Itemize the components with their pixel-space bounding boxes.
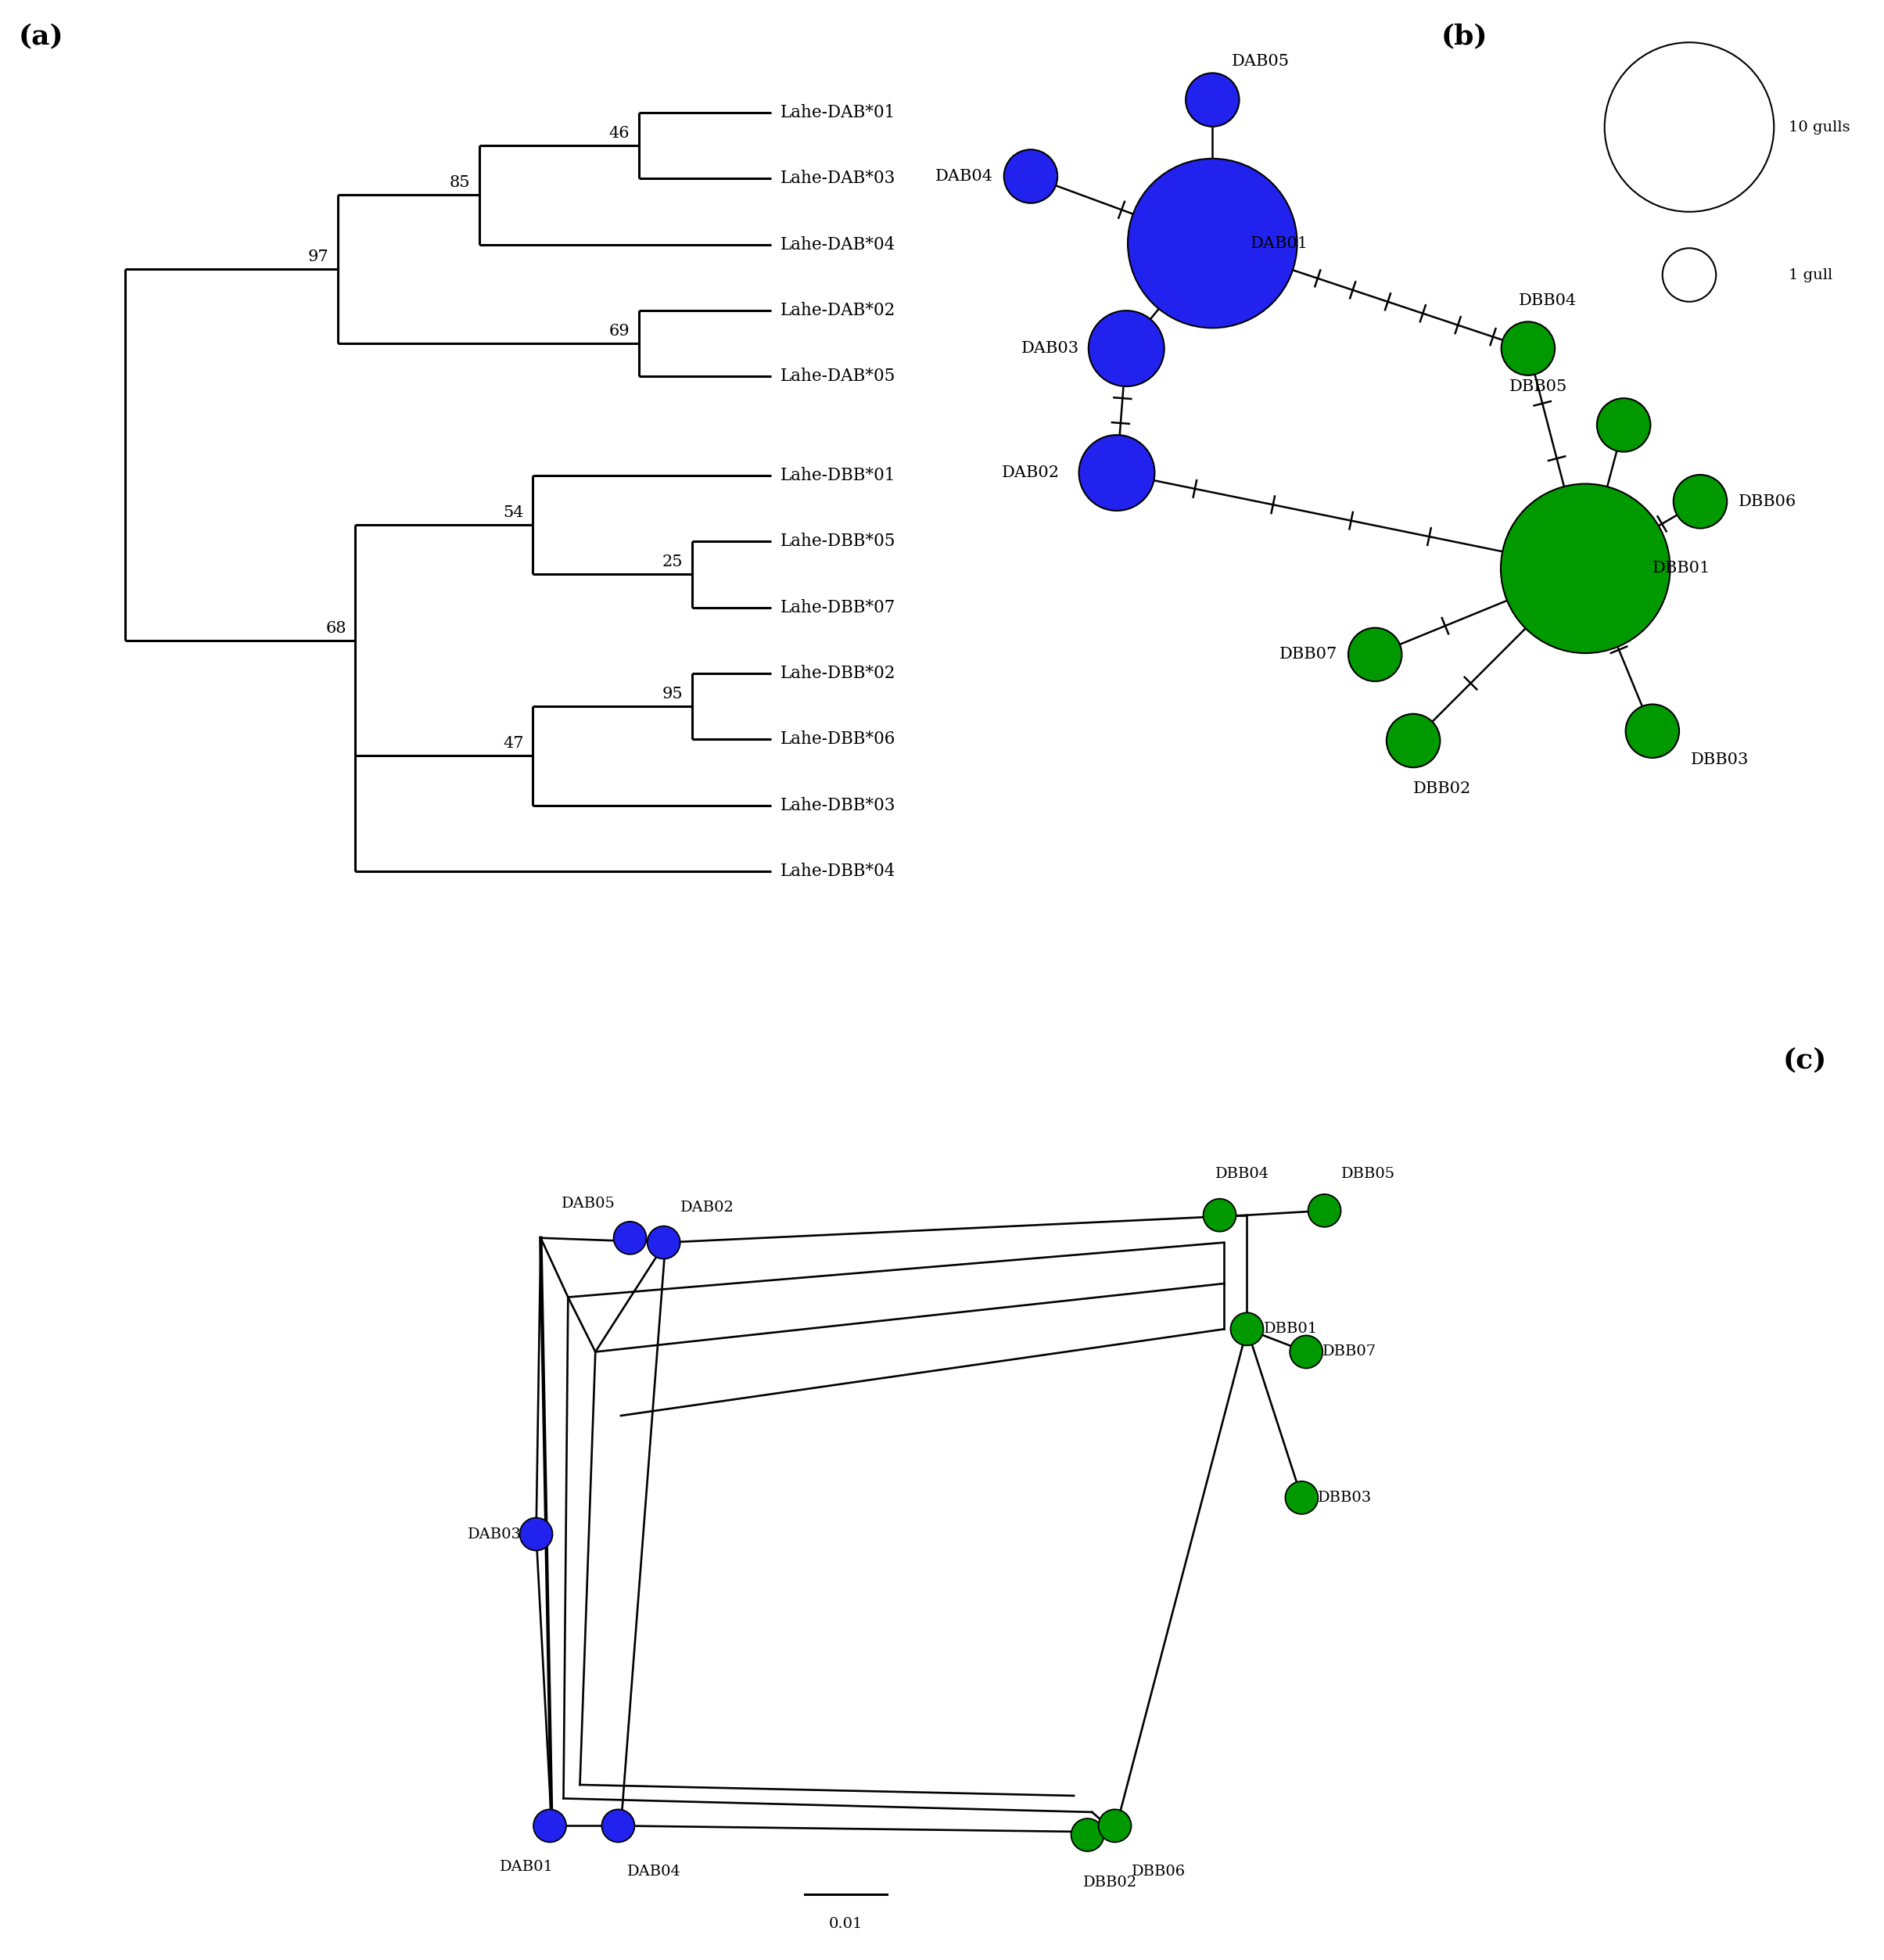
- Circle shape: [1285, 1482, 1319, 1513]
- Text: 68: 68: [326, 621, 347, 635]
- Text: DBB01: DBB01: [1652, 561, 1711, 576]
- Circle shape: [1080, 435, 1155, 512]
- Circle shape: [1072, 1819, 1104, 1852]
- Text: Lahe-DBB*06: Lahe-DBB*06: [780, 731, 895, 749]
- Text: 95: 95: [661, 686, 682, 702]
- Text: Lahe-DBB*04: Lahe-DBB*04: [780, 862, 895, 880]
- Circle shape: [1230, 1313, 1264, 1345]
- Text: (b): (b): [1441, 24, 1488, 49]
- Text: DAB05: DAB05: [561, 1196, 616, 1211]
- Text: Lahe-DAB*01: Lahe-DAB*01: [780, 104, 895, 122]
- Text: 1 gull: 1 gull: [1788, 269, 1833, 282]
- Text: DAB04: DAB04: [627, 1864, 682, 1878]
- Text: 25: 25: [661, 555, 682, 570]
- Text: Lahe-DBB*01: Lahe-DBB*01: [780, 466, 895, 484]
- Text: 0.01: 0.01: [829, 1917, 863, 1931]
- Text: DBB06: DBB06: [1130, 1864, 1185, 1878]
- Circle shape: [1185, 73, 1240, 127]
- Circle shape: [1291, 1335, 1323, 1368]
- Circle shape: [1204, 1200, 1236, 1231]
- Text: DAB01: DAB01: [499, 1860, 554, 1874]
- Circle shape: [1349, 627, 1402, 682]
- Circle shape: [1626, 704, 1679, 759]
- Text: DBB07: DBB07: [1279, 647, 1338, 662]
- Text: DBB06: DBB06: [1739, 494, 1797, 510]
- Text: DAB04: DAB04: [934, 169, 993, 184]
- Text: 69: 69: [609, 323, 629, 339]
- Circle shape: [1307, 1194, 1341, 1227]
- Circle shape: [1004, 149, 1057, 204]
- Circle shape: [1387, 713, 1439, 768]
- Text: DAB05: DAB05: [1232, 55, 1289, 69]
- Text: 97: 97: [307, 249, 328, 265]
- Text: Lahe-DAB*02: Lahe-DAB*02: [780, 302, 895, 319]
- Circle shape: [1129, 159, 1296, 327]
- Text: DAB01: DAB01: [1251, 235, 1309, 251]
- Circle shape: [1598, 398, 1650, 453]
- Circle shape: [1502, 321, 1554, 374]
- Circle shape: [1502, 484, 1669, 653]
- Text: 46: 46: [609, 125, 629, 141]
- Text: DBB01: DBB01: [1264, 1323, 1317, 1337]
- Text: DBB04: DBB04: [1215, 1166, 1270, 1182]
- Text: Lahe-DBB*03: Lahe-DBB*03: [780, 796, 895, 813]
- Circle shape: [1673, 474, 1728, 529]
- Text: DBB03: DBB03: [1690, 753, 1748, 766]
- Text: Lahe-DBB*07: Lahe-DBB*07: [780, 600, 895, 615]
- Circle shape: [1098, 1809, 1130, 1842]
- Text: DAB03: DAB03: [1021, 341, 1080, 357]
- Text: Lahe-DAB*03: Lahe-DAB*03: [780, 171, 895, 188]
- Text: DBB02: DBB02: [1083, 1876, 1138, 1889]
- Circle shape: [614, 1221, 646, 1254]
- Text: 85: 85: [450, 176, 471, 190]
- Text: DBB05: DBB05: [1509, 380, 1567, 394]
- Text: 47: 47: [503, 737, 524, 751]
- Text: 10 gulls: 10 gulls: [1788, 120, 1850, 133]
- Text: DBB03: DBB03: [1319, 1492, 1372, 1505]
- Text: Lahe-DAB*04: Lahe-DAB*04: [780, 235, 895, 253]
- Text: DAB03: DAB03: [467, 1527, 522, 1541]
- Text: DBB04: DBB04: [1519, 294, 1577, 308]
- Circle shape: [648, 1227, 680, 1258]
- Text: Lahe-DBB*02: Lahe-DBB*02: [780, 664, 895, 682]
- Circle shape: [520, 1517, 552, 1550]
- Text: DAB02: DAB02: [680, 1201, 735, 1215]
- Text: Lahe-DBB*05: Lahe-DBB*05: [780, 533, 895, 551]
- Text: Lahe-DAB*05: Lahe-DAB*05: [780, 368, 895, 384]
- Circle shape: [601, 1809, 635, 1842]
- Circle shape: [1089, 310, 1164, 386]
- Text: (c): (c): [1782, 1047, 1827, 1074]
- Text: DBB05: DBB05: [1341, 1166, 1394, 1182]
- Text: DAB02: DAB02: [1002, 465, 1061, 480]
- Text: DBB02: DBB02: [1413, 780, 1471, 796]
- Text: 54: 54: [503, 506, 524, 519]
- Circle shape: [533, 1809, 567, 1842]
- Text: (a): (a): [19, 24, 64, 49]
- Text: DBB07: DBB07: [1323, 1345, 1377, 1358]
